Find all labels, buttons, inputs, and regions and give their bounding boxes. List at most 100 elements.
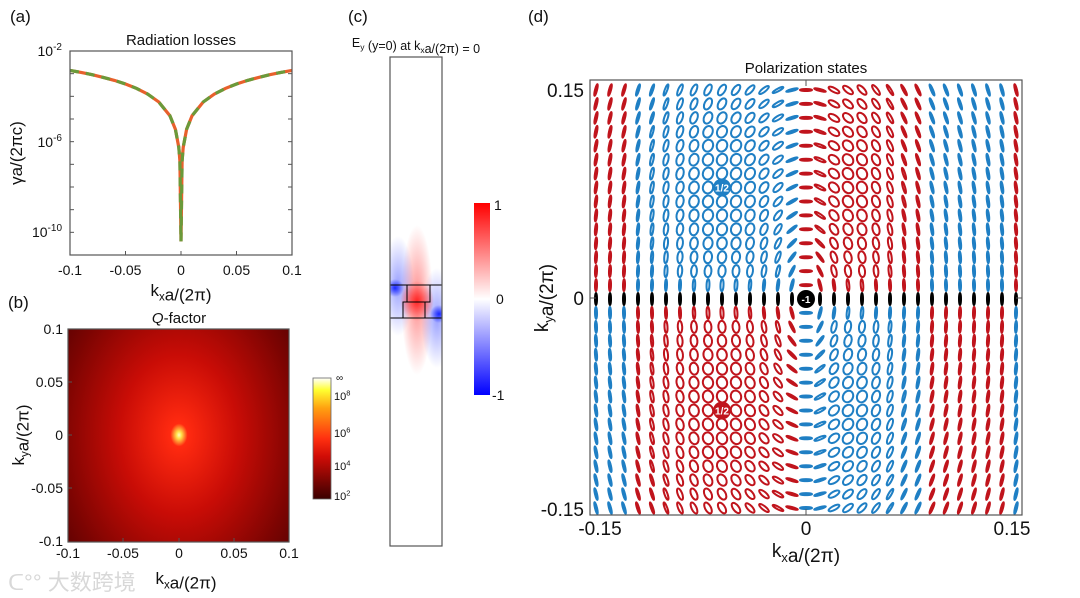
polarization-ellipse bbox=[635, 403, 641, 418]
polarization-ellipse bbox=[985, 208, 991, 223]
polarization-ellipse bbox=[873, 278, 879, 293]
polarization-ellipse bbox=[871, 222, 881, 237]
polarization-ellipse bbox=[772, 154, 784, 165]
polarization-ellipse bbox=[957, 138, 963, 153]
polarization-ellipse bbox=[772, 209, 784, 222]
polarization-ellipse bbox=[729, 361, 743, 376]
polarization-ellipse bbox=[701, 152, 715, 167]
polarization-ellipse bbox=[942, 501, 950, 515]
polarization-ellipse bbox=[621, 417, 627, 432]
polarization-ellipse bbox=[901, 347, 907, 362]
polarization-ellipse bbox=[871, 236, 881, 251]
polarization-ellipse bbox=[744, 236, 756, 251]
polarization-ellipse bbox=[929, 375, 935, 390]
polarization-ellipse bbox=[621, 403, 627, 418]
polarization-ellipse bbox=[915, 333, 921, 348]
polarization-ellipse bbox=[771, 447, 785, 458]
singularity-marker: 1/2 bbox=[713, 401, 731, 420]
polarization-ellipse bbox=[870, 153, 882, 167]
polarization-ellipse bbox=[744, 153, 756, 167]
polarization-ellipse bbox=[985, 236, 991, 251]
polarization-ellipse bbox=[607, 375, 613, 390]
polarization-ellipse bbox=[872, 333, 880, 348]
polarization-ellipse bbox=[971, 473, 977, 487]
polarization-ellipse bbox=[985, 459, 991, 474]
watermark-logo: ᑕ°° 大数跨境 bbox=[8, 570, 136, 595]
polarization-ellipse bbox=[900, 83, 908, 97]
polarization-ellipse bbox=[841, 125, 855, 138]
polarization-ellipse bbox=[744, 222, 756, 237]
polarization-ellipse bbox=[799, 185, 813, 190]
polarization-ellipse bbox=[942, 487, 950, 501]
polarization-ellipse bbox=[901, 236, 907, 251]
polarization-ellipse bbox=[887, 278, 893, 293]
polarization-ellipse bbox=[730, 501, 742, 515]
polarization-ellipse bbox=[971, 445, 977, 460]
polarization-ellipse bbox=[649, 473, 655, 487]
polarization-ellipse bbox=[703, 264, 713, 279]
polarization-ellipse bbox=[790, 292, 794, 306]
polarization-ellipse bbox=[621, 208, 627, 223]
polarization-ellipse bbox=[649, 445, 655, 460]
polarization-ellipse bbox=[662, 501, 670, 515]
polarization-ellipse bbox=[635, 417, 641, 432]
polarization-ellipse bbox=[744, 445, 756, 459]
polarization-ellipse bbox=[914, 111, 922, 125]
polarization-ellipse bbox=[971, 152, 977, 167]
polarization-ellipse bbox=[593, 97, 599, 111]
polarization-ellipse bbox=[855, 153, 869, 167]
polarization-ellipse bbox=[1013, 194, 1019, 209]
polarization-ellipse bbox=[885, 97, 895, 111]
polarization-ellipse bbox=[985, 445, 991, 460]
polarization-ellipse bbox=[675, 389, 685, 404]
polarization-ellipse bbox=[943, 389, 949, 404]
polarization-ellipse bbox=[730, 250, 742, 265]
polarization-ellipse bbox=[676, 250, 684, 265]
polarization-ellipse bbox=[607, 166, 613, 181]
polarization-ellipse bbox=[957, 445, 963, 460]
panel-label-c: (c) bbox=[348, 7, 368, 26]
polarization-ellipse bbox=[827, 503, 841, 513]
polarization-ellipse bbox=[971, 194, 977, 209]
colorbar-tick-label: -1 bbox=[492, 387, 505, 403]
polarization-ellipse bbox=[593, 152, 599, 167]
polarization-ellipse bbox=[816, 320, 824, 334]
polarization-ellipse bbox=[985, 361, 991, 376]
polarization-ellipse bbox=[730, 333, 742, 348]
polarization-ellipse bbox=[943, 194, 949, 209]
polarization-ellipse bbox=[649, 250, 655, 265]
polarization-ellipse bbox=[785, 505, 799, 511]
polarization-ellipse bbox=[649, 125, 655, 139]
polarization-ellipse bbox=[871, 375, 881, 390]
polarization-ellipse bbox=[999, 459, 1005, 474]
polarization-ellipse bbox=[928, 501, 936, 515]
polarization-ellipse bbox=[929, 208, 935, 223]
polarization-ellipse bbox=[759, 347, 769, 362]
polarization-ellipse bbox=[1013, 347, 1019, 362]
polarization-ellipse bbox=[813, 210, 827, 220]
polarization-ellipse bbox=[675, 194, 685, 209]
polarization-ellipse bbox=[607, 305, 613, 320]
polarization-ellipse bbox=[1013, 124, 1019, 139]
polarization-ellipse bbox=[985, 97, 991, 111]
polarization-ellipse bbox=[635, 445, 641, 460]
polarization-ellipse bbox=[662, 83, 670, 97]
polarization-ellipse bbox=[688, 138, 700, 153]
polarization-ellipse bbox=[691, 278, 697, 293]
polarization-ellipse bbox=[730, 125, 742, 139]
polarization-ellipse bbox=[799, 422, 813, 427]
singularity-label: 1/2 bbox=[715, 406, 729, 417]
polarization-ellipse bbox=[649, 459, 655, 473]
polarization-ellipse bbox=[635, 473, 641, 487]
polarization-ellipse bbox=[731, 264, 741, 279]
polarization-ellipse bbox=[871, 347, 881, 362]
polarization-ellipse bbox=[607, 222, 613, 237]
polarization-ellipse bbox=[799, 129, 813, 134]
polarization-ellipse bbox=[957, 166, 963, 181]
polarization-ellipse bbox=[829, 348, 839, 362]
polarization-ellipse bbox=[593, 111, 599, 125]
polarization-ellipse bbox=[855, 403, 869, 418]
polarization-ellipse bbox=[857, 319, 867, 334]
polarization-ellipse bbox=[901, 194, 907, 209]
polarization-ellipse bbox=[774, 264, 782, 278]
